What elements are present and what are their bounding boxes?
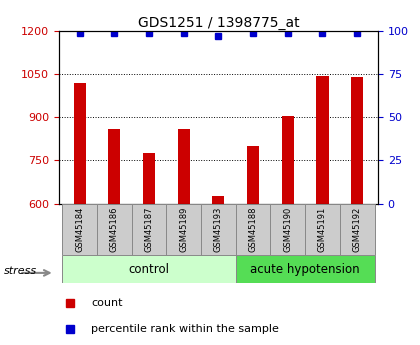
Bar [178,129,190,204]
Text: acute hypotension: acute hypotension [250,263,360,276]
Text: count: count [91,298,123,308]
Text: GSM45184: GSM45184 [75,207,84,252]
Bar [270,204,305,255]
Bar [108,129,121,204]
Text: GSM45193: GSM45193 [214,207,223,252]
Text: GSM45186: GSM45186 [110,207,119,252]
Bar [247,146,259,204]
Bar [351,77,363,204]
Text: GSM45188: GSM45188 [249,207,257,252]
Bar [236,255,375,283]
Text: GSM45191: GSM45191 [318,207,327,252]
Bar [62,255,236,283]
Bar [62,204,97,255]
Bar [201,204,236,255]
Text: GSM45187: GSM45187 [144,207,153,252]
Bar [97,204,131,255]
Bar [131,204,166,255]
Text: stress: stress [4,266,37,276]
Text: percentile rank within the sample: percentile rank within the sample [91,324,279,334]
Text: control: control [129,263,170,276]
Bar [143,153,155,204]
Bar [166,204,201,255]
Bar [282,116,294,204]
Bar [340,204,375,255]
Bar [316,76,328,204]
Bar [213,196,224,204]
Text: GSM45192: GSM45192 [353,207,362,252]
Bar [305,204,340,255]
Text: GSM45190: GSM45190 [284,207,292,252]
Bar [236,204,270,255]
Text: GSM45189: GSM45189 [179,207,188,252]
Bar [74,83,86,204]
Title: GDS1251 / 1398775_at: GDS1251 / 1398775_at [138,16,299,30]
